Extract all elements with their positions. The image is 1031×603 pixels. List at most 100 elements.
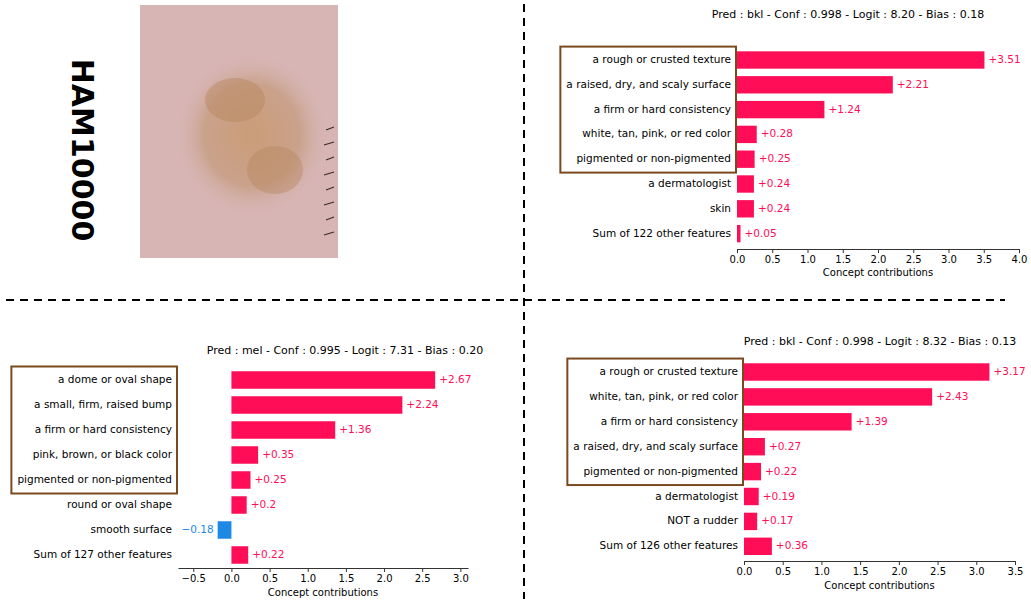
bar: [231, 496, 246, 514]
data-label: +0.05: [745, 227, 777, 239]
tick-label: 3.5: [976, 254, 992, 265]
x-tick: 2.5: [906, 249, 922, 265]
bar: [737, 225, 741, 242]
ruler-mark: [324, 232, 334, 235]
bar: [231, 546, 248, 564]
tick-mark: [384, 568, 385, 572]
tick-label: 3.0: [453, 573, 469, 584]
tick-mark: [744, 561, 745, 565]
x-tick: 1.5: [338, 568, 354, 584]
data-label: +2.67: [439, 373, 471, 385]
highlight-box: [11, 367, 177, 494]
bar-chart: Pred : bkl - Conf : 0.998 - Logit : 8.20…: [560, 8, 1027, 278]
category-label: a dome or oval shape: [58, 373, 172, 385]
bar-chart: Pred : bkl - Conf : 0.998 - Logit : 8.32…: [567, 335, 1025, 591]
bar: [744, 413, 852, 430]
category-label: pink, brown, or black color: [33, 448, 173, 460]
ruler-mark: [326, 127, 334, 130]
ruler-mark: [326, 217, 334, 220]
data-label: +0.24: [758, 202, 790, 214]
bar: [231, 396, 402, 414]
category-label: white, tan, pink, or red color: [589, 390, 738, 402]
category-label: NOT a rudder: [667, 514, 738, 526]
data-label: +0.25: [255, 473, 287, 485]
data-label: +2.21: [897, 78, 929, 90]
tick-label: 1.5: [835, 254, 851, 265]
bar: [218, 521, 232, 539]
data-label: +1.39: [856, 415, 888, 427]
x-tick: −0.5: [182, 568, 206, 584]
category-label: a firm or hard consistency: [35, 423, 172, 435]
tick-label: 0.0: [730, 254, 746, 265]
chart-title: Pred : bkl - Conf : 0.998 - Logit : 8.20…: [712, 8, 984, 21]
highlight-box: [560, 47, 736, 173]
tick-label: 1.0: [300, 573, 316, 584]
bar: [744, 438, 765, 455]
bar: [231, 446, 258, 464]
tick-mark: [737, 249, 738, 253]
data-label: +0.17: [761, 514, 793, 526]
bar: [744, 363, 989, 380]
category-label: a dermatologist: [655, 490, 738, 502]
bar: [744, 538, 772, 555]
x-tick: 3.0: [969, 561, 985, 577]
tick-mark: [1015, 561, 1016, 565]
data-label: +0.19: [763, 490, 795, 502]
bar: [744, 388, 932, 405]
data-label: +0.22: [252, 548, 284, 560]
bar: [737, 76, 893, 93]
x-tick: 1.0: [800, 249, 816, 265]
tick-mark: [949, 249, 950, 253]
ruler-mark: [326, 187, 334, 190]
tick-mark: [860, 561, 861, 565]
tick-mark: [346, 568, 347, 572]
bar: [231, 421, 335, 439]
category-label: a rough or crusted texture: [593, 53, 731, 65]
category-label: a raised, dry, and scaly surface: [566, 78, 731, 90]
lesion-patch: [205, 78, 265, 122]
x-axis: 0.00.51.01.52.02.53.03.54.0: [730, 249, 1028, 265]
x-tick: 1.0: [300, 568, 316, 584]
figure: HAM10000Pred : bkl - Conf : 0.998 - Logi…: [0, 0, 1031, 603]
lesion-patch: [247, 146, 303, 194]
tick-label: 2.0: [871, 254, 887, 265]
category-label: pigmented or non-pigmented: [576, 152, 731, 164]
data-label: +0.25: [759, 152, 791, 164]
category-label: Sum of 127 other features: [34, 548, 172, 560]
tick-label: 0.0: [224, 573, 240, 584]
category-label: a small, firm, raised bump: [34, 398, 172, 410]
tick-label: 2.5: [930, 566, 946, 577]
data-label: +0.24: [758, 177, 790, 189]
tick-label: 3.0: [941, 254, 957, 265]
tick-mark: [808, 249, 809, 253]
tick-mark: [913, 249, 914, 253]
data-label: +3.51: [988, 53, 1020, 65]
x-tick: 3.0: [941, 249, 957, 265]
bars: [737, 51, 984, 242]
data-label: +0.27: [769, 440, 801, 452]
x-tick: 0.5: [775, 561, 791, 577]
category-label: pigmented or non-pigmented: [583, 465, 738, 477]
image-background: [140, 5, 338, 258]
tick-label: −0.5: [182, 573, 206, 584]
bar: [744, 463, 761, 480]
category-label: a firm or hard consistency: [594, 103, 731, 115]
tick-mark: [984, 249, 985, 253]
category-label: a rough or crusted texture: [600, 365, 738, 377]
x-tick: 1.0: [814, 561, 830, 577]
tick-mark: [938, 561, 939, 565]
x-tick: 2.0: [377, 568, 393, 584]
tick-mark: [783, 561, 784, 565]
category-label: a dermatologist: [648, 177, 731, 189]
data-label: +1.36: [339, 423, 371, 435]
lesion: [172, 50, 332, 220]
data-label: +0.22: [765, 465, 797, 477]
data-label: +0.35: [262, 448, 294, 460]
x-tick: 0.0: [224, 568, 240, 584]
data-label: +0.36: [776, 539, 808, 551]
data-label: +3.17: [993, 365, 1025, 377]
x-tick: 1.5: [835, 249, 851, 265]
x-tick: 1.5: [853, 561, 869, 577]
tick-mark: [308, 568, 309, 572]
tick-label: 3.5: [1008, 566, 1024, 577]
